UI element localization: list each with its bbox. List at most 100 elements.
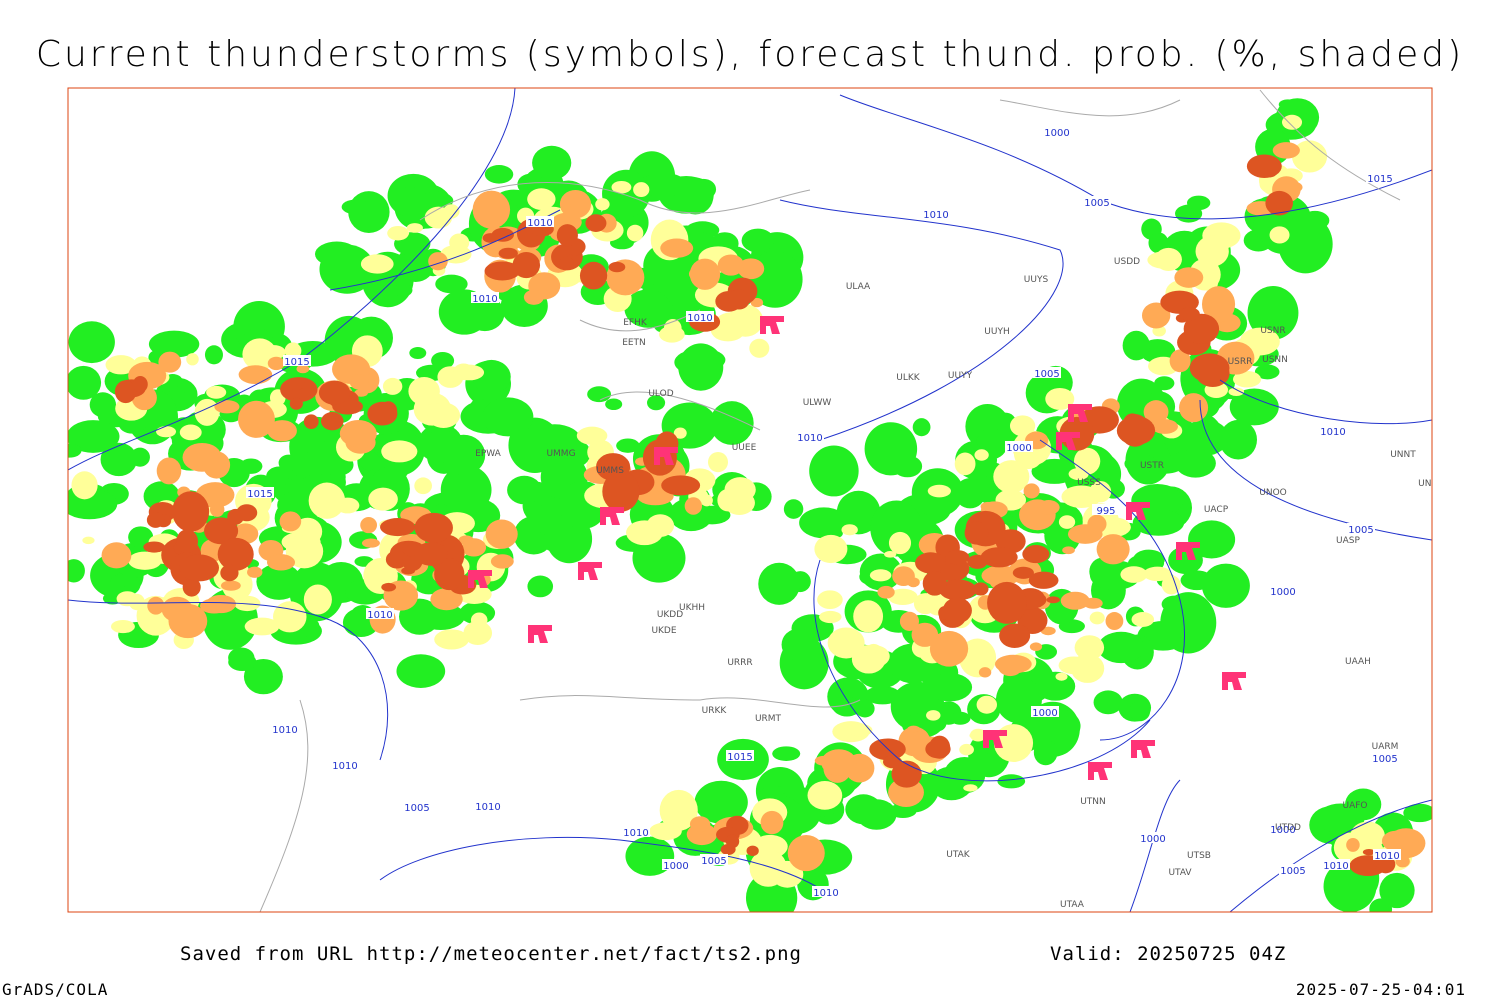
isobar-label-bg: [796, 431, 824, 442]
isobar-label-bg: [686, 311, 714, 322]
station-label: EPWA: [475, 449, 502, 459]
prob-blob: [285, 534, 324, 569]
station-label: UKHH: [679, 603, 705, 613]
prob-blob: [1174, 267, 1204, 288]
prob-blob: [148, 330, 200, 358]
prob-blob: [1124, 454, 1158, 474]
isobar-label-bg: [1139, 832, 1167, 843]
prob-blob: [179, 424, 202, 441]
isobar-label-bg: [622, 826, 650, 837]
isobar-label: 1000: [1270, 825, 1295, 836]
prob-blob: [428, 252, 448, 271]
prob-blob: [911, 622, 939, 647]
isobar-label: 1000: [1044, 128, 1069, 139]
prob-blob: [239, 458, 263, 474]
prob-blob: [616, 438, 640, 453]
prob-blob: [484, 261, 521, 281]
station-label: UMMS: [596, 466, 624, 476]
isobar-label-bg: [1031, 706, 1059, 717]
prob-blob: [68, 443, 82, 458]
prob-blob: [116, 591, 139, 607]
prob-blob: [202, 451, 231, 479]
prob-blob: [435, 274, 468, 294]
isobar-label-bg: [366, 608, 394, 619]
prob-blob: [228, 647, 255, 668]
prob-blob: [987, 581, 1027, 624]
prob-blob: [1131, 484, 1184, 517]
map-labels: 1000 1005 1010 1010 1010 1010 1015 1005 1010 1000…: [246, 126, 1444, 910]
prob-blob: [1131, 612, 1155, 627]
prob-blob: [361, 538, 380, 548]
isobar: [1039, 439, 1185, 741]
prob-blob: [556, 224, 578, 247]
prob-blob: [484, 165, 514, 184]
prob-blob: [576, 426, 608, 445]
prob-blob: [945, 550, 970, 565]
prob-blob: [1362, 848, 1376, 856]
prob-blob: [993, 460, 1030, 494]
isobar-label: 1015: [727, 752, 752, 763]
prob-blob: [1247, 286, 1299, 340]
isobar-label: 1005: [1034, 369, 1059, 380]
prob-blob: [915, 552, 947, 574]
isobar-label-bg: [283, 355, 311, 366]
station-label: UUYY: [948, 371, 973, 381]
prob-blob: [959, 743, 974, 756]
thunderstorm-symbol: [528, 625, 552, 643]
prob-blob: [527, 188, 556, 210]
thunderstorm-symbol: [654, 447, 678, 465]
station-label: UNBB: [1418, 479, 1444, 489]
station-label: USRR: [1228, 357, 1253, 367]
prob-blob: [749, 849, 787, 887]
prob-blob: [387, 225, 409, 241]
prob-blob: [482, 397, 534, 437]
prob-blob: [176, 529, 199, 554]
isobar-label-bg: [1033, 367, 1061, 378]
station-label: UAFO: [1342, 801, 1367, 811]
prob-blob: [431, 351, 455, 370]
station-label: USSS: [1077, 478, 1101, 488]
timestamp: 2025-07-25-04:01: [1296, 980, 1466, 999]
station-label: USDD: [1114, 257, 1140, 267]
prob-blob: [182, 577, 201, 597]
station-label: ULOD: [648, 389, 673, 399]
prob-blob: [817, 590, 843, 610]
prob-blob: [1143, 566, 1172, 582]
prob-blob: [1058, 656, 1089, 675]
prob-blob: [335, 497, 360, 514]
thunderstorm-symbol: [600, 507, 624, 525]
prob-blob: [1183, 313, 1220, 345]
prob-blob: [512, 252, 541, 279]
isobar-label-bg: [471, 292, 499, 303]
prob-blob: [929, 630, 969, 667]
station-label: UASP: [1336, 536, 1360, 546]
prob-blob: [867, 643, 881, 653]
prob-blob: [579, 261, 608, 290]
isobar-label: 1000: [1006, 443, 1031, 454]
prob-blob: [587, 386, 612, 403]
prob-blob: [470, 612, 488, 628]
prob-blob: [179, 554, 220, 582]
coastline: [419, 182, 811, 221]
station-label: URMT: [755, 714, 782, 724]
prob-blob: [605, 398, 623, 411]
prob-blob: [969, 731, 983, 739]
prob-blob: [303, 414, 319, 430]
prob-blob: [1175, 448, 1216, 478]
station-label: UTSB: [1187, 851, 1211, 861]
prob-blob: [105, 355, 137, 375]
prob-blob: [772, 746, 801, 761]
prob-blob: [689, 816, 711, 833]
prob-blob: [267, 420, 297, 442]
prob-blob: [997, 774, 1026, 789]
prob-blob: [864, 686, 901, 705]
station-label: UKDD: [657, 610, 683, 620]
prob-blob: [781, 628, 817, 661]
isobar-label: 995: [1096, 506, 1115, 517]
thunderstorm-symbol: [468, 570, 492, 588]
prob-blob: [678, 343, 724, 391]
thunderstorm-symbol: [578, 562, 602, 580]
prob-blob: [168, 603, 208, 639]
prob-blob: [1055, 672, 1068, 681]
prob-blob: [814, 534, 848, 564]
